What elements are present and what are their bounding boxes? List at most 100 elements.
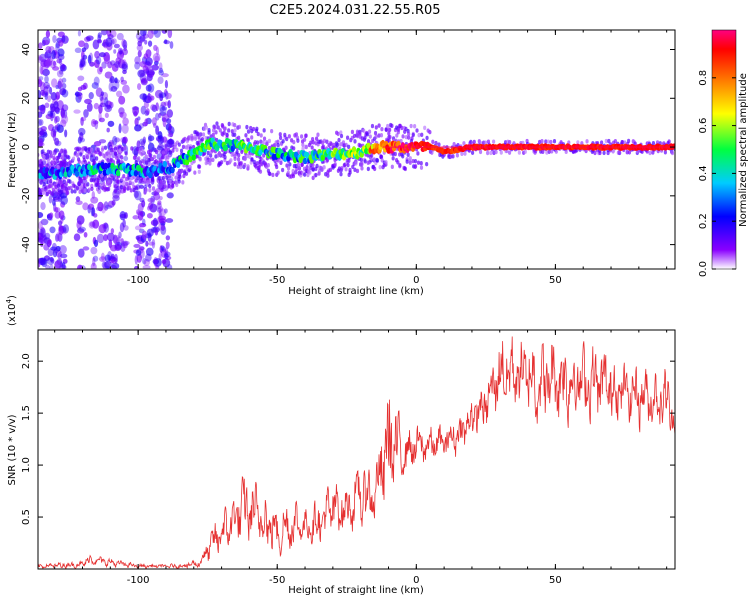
heatmap-noise-blob: [134, 61, 141, 70]
heatmap-halo-cell: [77, 159, 81, 164]
heatmap-halo-cell: [593, 150, 597, 156]
heatmap-halo-cell: [405, 159, 409, 164]
heatmap-halo-cell: [183, 136, 187, 142]
heatmap-noise-blob: [158, 206, 164, 213]
heatmap-noise-blob: [61, 89, 69, 98]
heatmap-noise-blob: [119, 210, 126, 221]
heatmap-noise-blob: [61, 114, 69, 125]
heatmap-noise-blob: [40, 218, 49, 226]
snr-y-tick-label: 0.5: [21, 509, 32, 525]
colorbar: 0.0 0.2 0.4 0.6 0.8 Normalized spectral ampl…: [698, 29, 749, 277]
heatmap-halo-cell: [370, 153, 374, 158]
heatmap-halo-cell: [171, 172, 175, 177]
heatmap-halo-cell: [404, 134, 408, 140]
heatmap-halo-cell: [100, 147, 105, 152]
heatmap-noise-blob: [154, 60, 159, 66]
heatmap-noise-blob: [121, 48, 128, 56]
heatmap-halo-cell: [434, 140, 438, 146]
heatmap-halo-cell: [236, 156, 241, 162]
heatmap-halo-cell: [486, 150, 490, 156]
heatmap-halo-cell: [75, 185, 80, 191]
heatmap-halo-cell: [256, 140, 260, 145]
heatmap-noise-blob: [147, 30, 154, 39]
heatmap-halo-cell: [336, 131, 340, 137]
heatmap-noise-blob: [98, 117, 105, 123]
heatmap-noise-blob: [167, 30, 173, 39]
heatmap-halo-cell: [607, 138, 611, 144]
heatmap-noise-blob: [163, 40, 171, 45]
heatmap-noise-blob: [103, 201, 109, 211]
heatmap-noise-blob: [46, 57, 51, 68]
heatmap-noise-blob: [50, 92, 57, 101]
heatmap-noise-blob: [85, 35, 94, 41]
heatmap-noise-blob: [104, 71, 113, 79]
heatmap-halo-cell: [119, 184, 124, 190]
heatmap-halo-cell: [472, 139, 476, 145]
heatmap-halo-cell: [507, 150, 512, 155]
heatmap-noise-blob: [157, 76, 164, 84]
heatmap-noise-blob: [114, 60, 121, 69]
heatmap-noise-blob: [100, 252, 105, 261]
heatmap-halo-cell: [406, 152, 410, 157]
heatmap-halo-cell: [398, 163, 402, 168]
heatmap-noise-blob: [137, 40, 143, 47]
heatmap-halo-cell: [517, 150, 521, 155]
heatmap-halo-cell: [168, 150, 172, 155]
heatmap-halo-cell: [164, 147, 168, 152]
heatmap-noise-blob: [45, 45, 52, 54]
heatmap-halo-cell: [352, 133, 357, 139]
heatmap-noise-blob: [77, 30, 81, 37]
heatmap-halo-cell: [347, 158, 351, 163]
heatmap-noise-blob: [161, 73, 169, 78]
heatmap-halo-cell: [322, 165, 326, 170]
heatmap-noise-blob: [92, 219, 100, 229]
heatmap-halo-cell: [351, 164, 355, 170]
heatmap-halo-cell: [451, 154, 455, 159]
heatmap-noise-blob: [158, 67, 164, 74]
heatmap-halo-cell: [281, 167, 285, 173]
heatmap-noise-blob: [38, 79, 42, 85]
heatmap-halo-cell: [411, 132, 415, 138]
heatmap-noise-blob: [147, 70, 156, 76]
heatmap-halo-cell: [239, 164, 243, 170]
heatmap-halo-cell: [196, 131, 200, 136]
heatmap-halo-cell: [52, 155, 56, 161]
heatmap-halo-cell: [190, 135, 195, 141]
snr-series-line: [38, 336, 675, 569]
heatmap-noise-blob: [164, 79, 169, 89]
heatmap-halo-cell: [116, 179, 120, 185]
snr-multiplier-label: (x104): [5, 295, 18, 326]
heatmap-noise-blob: [165, 218, 174, 223]
heatmap-noise-blob: [102, 39, 107, 47]
heatmap-halo-cell: [161, 150, 165, 155]
heatmap-halo-cell: [246, 129, 251, 134]
heatmap-noise-blob: [153, 257, 162, 267]
heatmap-halo-cell: [303, 137, 307, 142]
heatmap-noise-blob: [133, 190, 139, 199]
heatmap-noise-blob: [109, 60, 116, 66]
heatmap-halo-cell: [311, 167, 316, 172]
heatmap-noise-blob: [135, 235, 140, 240]
heatmap-noise-blob: [90, 246, 98, 255]
heatmap-halo-cell: [294, 132, 299, 137]
heatmap-noise-blob: [142, 257, 147, 265]
heatmap-halo-cell: [339, 130, 343, 135]
heatmap-noise-blob: [146, 205, 151, 211]
heatmap-noise-blob: [98, 111, 102, 122]
heatmap-halo-cell: [315, 163, 319, 169]
heatmap-ridge-cell: [351, 146, 357, 153]
heatmap-halo-cell: [287, 134, 291, 139]
heatmap-noise-blob: [118, 123, 122, 134]
heatmap-halo-cell: [133, 155, 137, 160]
heatmap-noise-blob: [144, 110, 150, 116]
heatmap-halo-cell: [314, 136, 319, 141]
heatmap-halo-cell: [347, 144, 351, 150]
heatmap-noise-blob: [78, 226, 86, 232]
heatmap-noise-blob: [110, 253, 115, 260]
heatmap-noise-blob: [44, 50, 52, 59]
heatmap-ridge-cell: [86, 163, 92, 171]
heatmap-halo-cell: [142, 177, 147, 182]
heatmap-noise-blob: [114, 77, 118, 84]
heatmap-halo-cell: [92, 178, 96, 183]
heatmap-noise-blob: [38, 130, 46, 136]
